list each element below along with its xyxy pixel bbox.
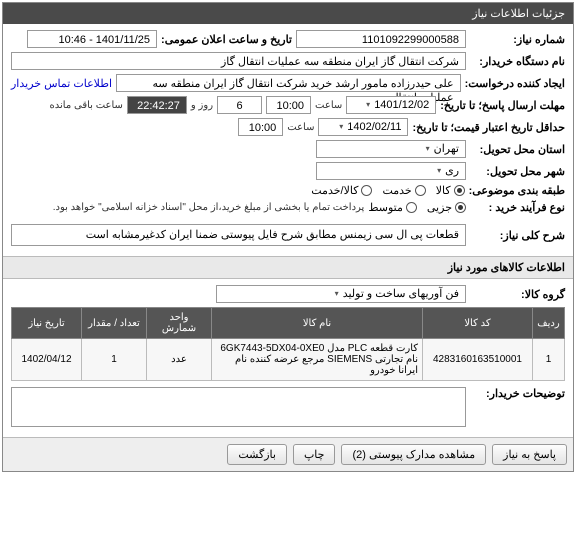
need-no-field: 1101092299000588 (296, 30, 466, 48)
need-details-panel: جزئیات اطلاعات نیاز شماره نیاز: 11010922… (2, 2, 574, 472)
announce-field: 1401/11/25 - 10:46 (27, 30, 157, 48)
panel-title: جزئیات اطلاعات نیاز (3, 3, 573, 24)
th-unit: واحد شمارش (147, 308, 212, 339)
deadline-time-field: 10:00 (266, 96, 311, 114)
purchase-type-radio-group: جزیی متوسط (368, 201, 466, 214)
table-header-row: ردیف کد کالا نام کالا واحد شمارش تعداد /… (12, 308, 565, 339)
purchase-type-label: نوع فرآیند خرید : (470, 201, 565, 214)
buyer-notes-textarea[interactable] (11, 387, 466, 427)
cell-code: 4283160163510001 (423, 339, 533, 381)
th-name: نام کالا (212, 308, 423, 339)
category-radio-group: کالا خدمت کالا/خدمت (311, 184, 464, 197)
deadline-label: مهلت ارسال پاسخ؛ تا تاریخ: (440, 99, 565, 112)
th-row: ردیف (533, 308, 565, 339)
remaining-time-field: 22:42:27 (127, 96, 187, 114)
attachments-button[interactable]: مشاهده مدارک پیوستی (2) (341, 444, 486, 465)
validity-time-field: 10:00 (238, 118, 283, 136)
table-row[interactable]: 1 4283160163510001 کارت قطعه PLC مدل 6GK… (12, 339, 565, 381)
time-label-1: ساعت (315, 100, 342, 111)
buyer-notes-label: توضیحات خریدار: (470, 387, 565, 400)
creator-label: ایجاد کننده درخواست: (465, 77, 565, 90)
radio-both-label: کالا/خدمت (311, 184, 358, 197)
province-label: استان محل تحویل: (470, 143, 565, 156)
buyer-org-label: نام دستگاه خریدار: (470, 55, 565, 68)
category-label: طبقه بندی موضوعی: (469, 184, 565, 197)
contact-link[interactable]: اطلاعات تماس خریدار (11, 77, 112, 90)
deadline-date-field[interactable]: 1401/12/02 (346, 96, 436, 114)
validity-date-field[interactable]: 1402/02/11 (318, 118, 408, 136)
th-qty: تعداد / مقدار (82, 308, 147, 339)
radio-service-label: خدمت (382, 184, 411, 197)
buyer-org-field: شرکت انتقال گاز ایران منطقه سه عملیات ان… (11, 52, 466, 70)
radio-goods[interactable]: کالا (436, 184, 465, 197)
cell-name: کارت قطعه PLC مدل 6GK7443-5DX04-0XE0 نام… (212, 339, 423, 381)
purchase-note: پرداخت تمام یا بخشی از مبلغ خرید،از محل … (53, 202, 365, 213)
radio-dot-icon (415, 185, 426, 196)
need-no-label: شماره نیاز: (470, 33, 565, 46)
need-desc-label: شرح کلی نیاز: (470, 229, 565, 242)
cell-row: 1 (533, 339, 565, 381)
time-label-2: ساعت (287, 122, 314, 133)
radio-dot-icon (455, 202, 466, 213)
radio-medium-label: متوسط (368, 201, 403, 214)
goods-group-label: گروه کالا: (470, 288, 565, 301)
radio-service[interactable]: خدمت (382, 184, 425, 197)
goods-group-field[interactable]: فن آوریهای ساخت و تولید (216, 285, 466, 303)
back-button[interactable]: بازگشت (227, 444, 287, 465)
radio-dot-icon (454, 185, 465, 196)
radio-goods-label: کالا (436, 184, 451, 197)
cell-date: 1402/04/12 (12, 339, 82, 381)
cell-unit: عدد (147, 339, 212, 381)
need-desc-field: قطعات پی ال سی زیمنس مطابق شرح فایل پیوس… (11, 224, 466, 246)
print-button[interactable]: چاپ (293, 444, 336, 465)
goods-body: گروه کالا: فن آوریهای ساخت و تولید ردیف … (3, 279, 573, 437)
city-label: شهر محل تحویل: (470, 165, 565, 178)
province-field[interactable]: تهران (316, 140, 466, 158)
radio-minor[interactable]: جزیی (427, 201, 466, 214)
cell-qty: 1 (82, 339, 147, 381)
announce-label: تاریخ و ساعت اعلان عمومی: (161, 33, 292, 46)
days-and-label: روز و (191, 100, 213, 111)
goods-table: ردیف کد کالا نام کالا واحد شمارش تعداد /… (11, 307, 565, 381)
remaining-label: ساعت باقی مانده (50, 100, 123, 111)
panel-body: شماره نیاز: 1101092299000588 تاریخ و ساع… (3, 24, 573, 256)
creator-field: علی حیدرزاده مامور ارشد خرید شرکت انتقال… (116, 74, 461, 92)
radio-minor-label: جزیی (427, 201, 452, 214)
reply-button[interactable]: پاسخ به نیاز (492, 444, 567, 465)
radio-dot-icon (406, 202, 417, 213)
radio-medium[interactable]: متوسط (368, 201, 417, 214)
th-code: کد کالا (423, 308, 533, 339)
radio-both[interactable]: کالا/خدمت (311, 184, 372, 197)
city-field[interactable]: ری (316, 162, 466, 180)
radio-dot-icon (361, 185, 372, 196)
footer-bar: پاسخ به نیاز مشاهده مدارک پیوستی (2) چاپ… (3, 437, 573, 471)
th-date: تاریخ نیاز (12, 308, 82, 339)
goods-header: اطلاعات کالاهای مورد نیاز (3, 256, 573, 279)
days-count-field: 6 (217, 96, 262, 114)
validity-label: حداقل تاریخ اعتبار قیمت؛ تا تاریخ: (412, 121, 565, 134)
